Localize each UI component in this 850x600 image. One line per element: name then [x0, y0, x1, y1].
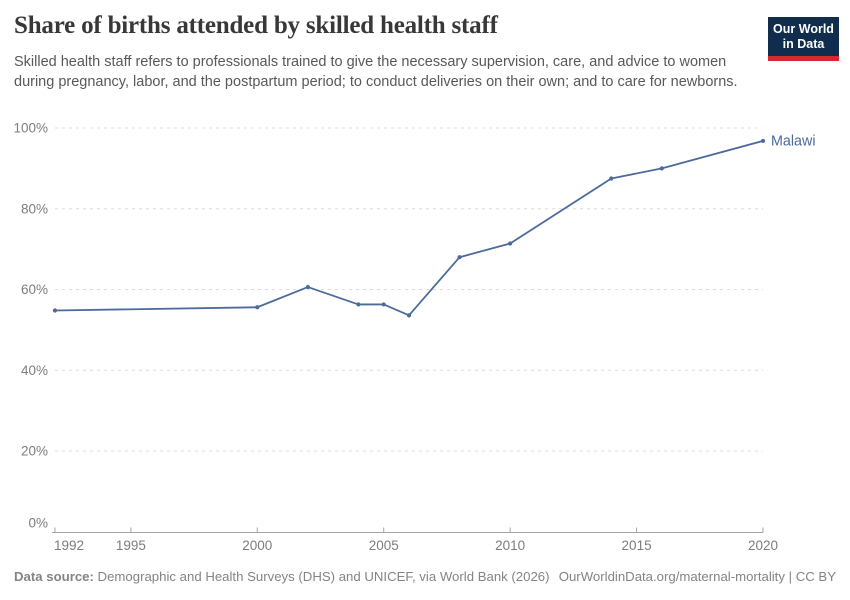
- data-point-marker[interactable]: [381, 302, 386, 307]
- y-tick-label: 80%: [21, 201, 48, 216]
- data-point-marker[interactable]: [508, 241, 513, 246]
- y-tick-label: 60%: [21, 282, 48, 297]
- chart-subtitle: Skilled health staff refers to professio…: [14, 54, 738, 91]
- x-tick-label: 2015: [622, 538, 652, 553]
- data-point-marker[interactable]: [52, 308, 58, 313]
- y-tick-label: 40%: [21, 363, 48, 378]
- y-tick-label: 20%: [21, 444, 48, 459]
- y-tick-label: 0%: [28, 516, 48, 531]
- chart-title: Share of births attended by skilled heal…: [14, 12, 498, 39]
- data-source-note: Data source: Demographic and Health Surv…: [14, 569, 550, 584]
- x-tick-label: 2000: [242, 538, 272, 553]
- data-point-marker[interactable]: [760, 138, 766, 144]
- data-point-marker[interactable]: [406, 313, 412, 318]
- data-point-marker[interactable]: [356, 302, 361, 307]
- x-tick-label: 2020: [748, 538, 778, 553]
- data-point-marker[interactable]: [659, 166, 664, 171]
- x-tick-label: 2005: [369, 538, 399, 553]
- data-point-marker[interactable]: [457, 255, 462, 260]
- data-point-marker[interactable]: [609, 176, 614, 181]
- data-source-text: Demographic and Health Surveys (DHS) and…: [93, 569, 550, 584]
- x-tick-label: 1992: [54, 538, 84, 553]
- owid-logo-line1: Our World: [773, 22, 834, 36]
- data-point-marker[interactable]: [305, 284, 310, 290]
- owid-logo-line2: in Data: [782, 37, 825, 51]
- series-end-label[interactable]: Malawi: [771, 133, 816, 149]
- data-source-label: Data source:: [14, 569, 94, 584]
- x-tick-label: 2010: [495, 538, 525, 553]
- y-tick-label: 100%: [13, 121, 48, 136]
- credit-link[interactable]: OurWorldinData.org/maternal-mortality | …: [558, 569, 836, 584]
- owid-logo: Our World in Data: [768, 17, 839, 61]
- x-tick-label: 1995: [116, 538, 146, 553]
- data-point-marker[interactable]: [255, 305, 260, 310]
